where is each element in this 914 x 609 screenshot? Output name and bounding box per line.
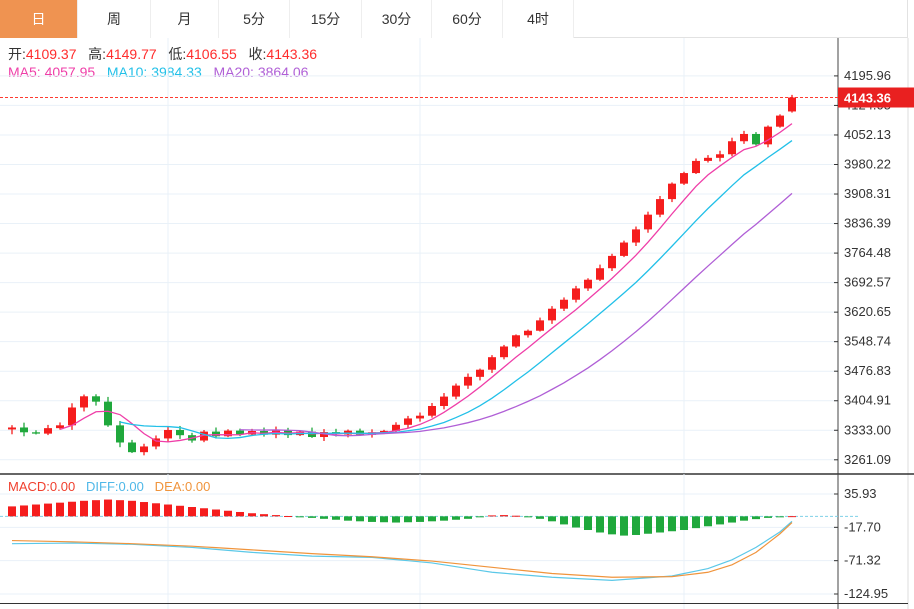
svg-text:3404.91: 3404.91	[844, 393, 891, 408]
svg-text:4052.13: 4052.13	[844, 127, 891, 142]
svg-text:3764.48: 3764.48	[844, 245, 891, 260]
svg-text:3333.00: 3333.00	[844, 422, 891, 437]
svg-text:3908.31: 3908.31	[844, 186, 891, 201]
svg-text:3261.09: 3261.09	[844, 452, 891, 467]
svg-text:3548.74: 3548.74	[844, 334, 891, 349]
svg-text:-124.95: -124.95	[844, 586, 888, 601]
svg-text:4195.96: 4195.96	[844, 68, 891, 83]
svg-text:MACD:0.00 DIFF:0.00 DEA:0.: MACD:0.00 DIFF:0.00 DEA:0.00	[8, 479, 210, 494]
svg-text:-71.32: -71.32	[844, 553, 881, 568]
svg-text:-17.70: -17.70	[844, 519, 881, 534]
svg-text:3692.57: 3692.57	[844, 275, 891, 290]
svg-text:3476.83: 3476.83	[844, 363, 891, 378]
svg-text:3980.22: 3980.22	[844, 156, 891, 171]
svg-text:35.93: 35.93	[844, 486, 877, 501]
svg-text:4143.36: 4143.36	[844, 90, 891, 105]
svg-text:3620.65: 3620.65	[844, 304, 891, 319]
svg-text:3836.39: 3836.39	[844, 216, 891, 231]
